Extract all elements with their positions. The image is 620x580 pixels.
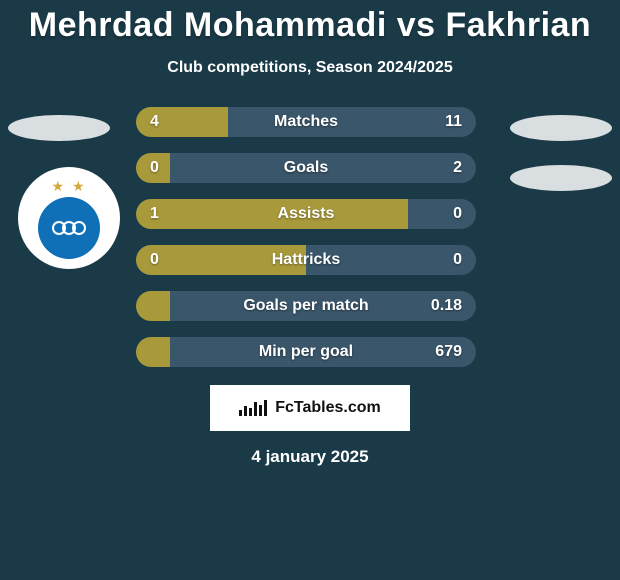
page-title: Mehrdad Mohammadi vs Fakhrian	[0, 0, 620, 45]
page-subtitle: Club competitions, Season 2024/2025	[0, 59, 620, 77]
stat-right-value: 0	[453, 199, 462, 229]
stat-row: 4Matches11	[136, 107, 476, 137]
stat-label: Goals per match	[136, 291, 476, 321]
stat-label: Matches	[136, 107, 476, 137]
stat-row: Goals per match0.18	[136, 291, 476, 321]
stat-right-value: 679	[435, 337, 462, 367]
stat-row: 0Hattricks0	[136, 245, 476, 275]
club-crest-circle: ★ ★	[18, 167, 120, 269]
player-right-placeholder-2	[510, 165, 612, 191]
stat-right-value: 2	[453, 153, 462, 183]
report-date: 4 january 2025	[0, 447, 620, 467]
crest-inner-icon	[38, 197, 100, 259]
stat-label: Goals	[136, 153, 476, 183]
crest-stars-icon: ★ ★	[52, 178, 87, 195]
stat-right-value: 0.18	[431, 291, 462, 321]
brand-logo-icon	[239, 400, 269, 416]
stat-right-value: 11	[445, 107, 462, 137]
stat-label: Hattricks	[136, 245, 476, 275]
stat-row: 1Assists0	[136, 199, 476, 229]
stat-right-value: 0	[453, 245, 462, 275]
stat-label: Assists	[136, 199, 476, 229]
player-left-placeholder	[8, 115, 110, 141]
stat-row: Min per goal679	[136, 337, 476, 367]
brand-text: FcTables.com	[275, 399, 381, 417]
player-right-placeholder-1	[510, 115, 612, 141]
comparison-bars: 4Matches110Goals21Assists00Hattricks0Goa…	[136, 107, 476, 383]
brand-badge: FcTables.com	[210, 385, 410, 431]
stat-row: 0Goals2	[136, 153, 476, 183]
stat-label: Min per goal	[136, 337, 476, 367]
club-crest: ★ ★	[18, 167, 120, 269]
